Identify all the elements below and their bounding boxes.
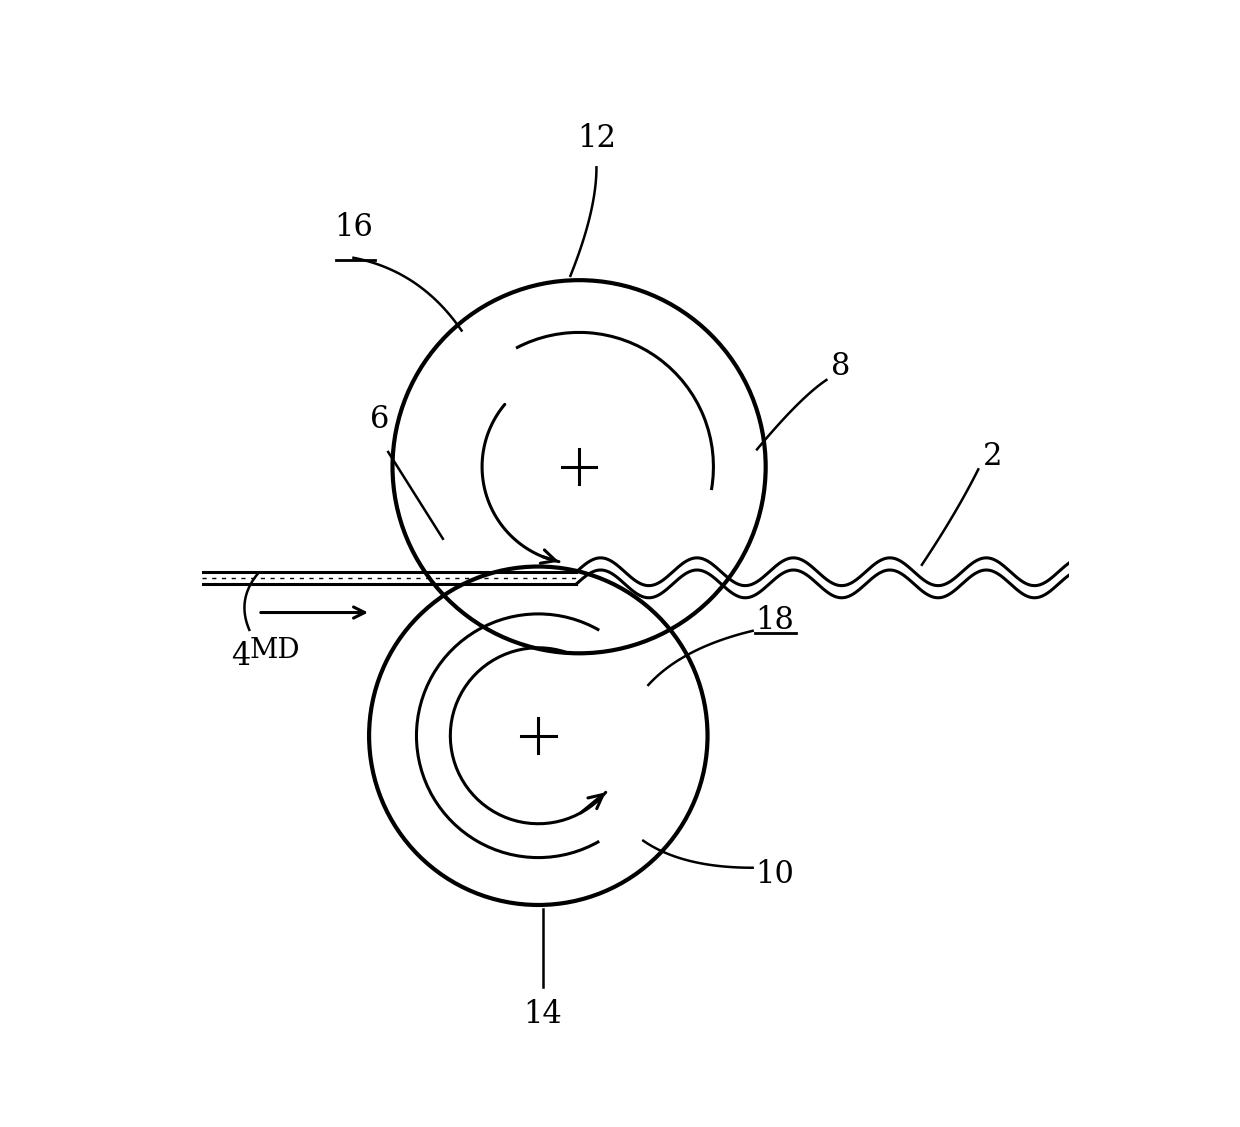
Text: 6: 6 [370, 403, 389, 435]
Text: 10: 10 [755, 859, 794, 890]
Text: 4: 4 [231, 641, 250, 672]
Text: MD: MD [250, 637, 300, 664]
Text: 2: 2 [982, 441, 1002, 472]
Text: 16: 16 [334, 212, 373, 243]
Text: 18: 18 [755, 605, 794, 636]
Text: 12: 12 [577, 123, 616, 154]
Text: 14: 14 [523, 999, 562, 1030]
Text: 8: 8 [831, 352, 851, 382]
